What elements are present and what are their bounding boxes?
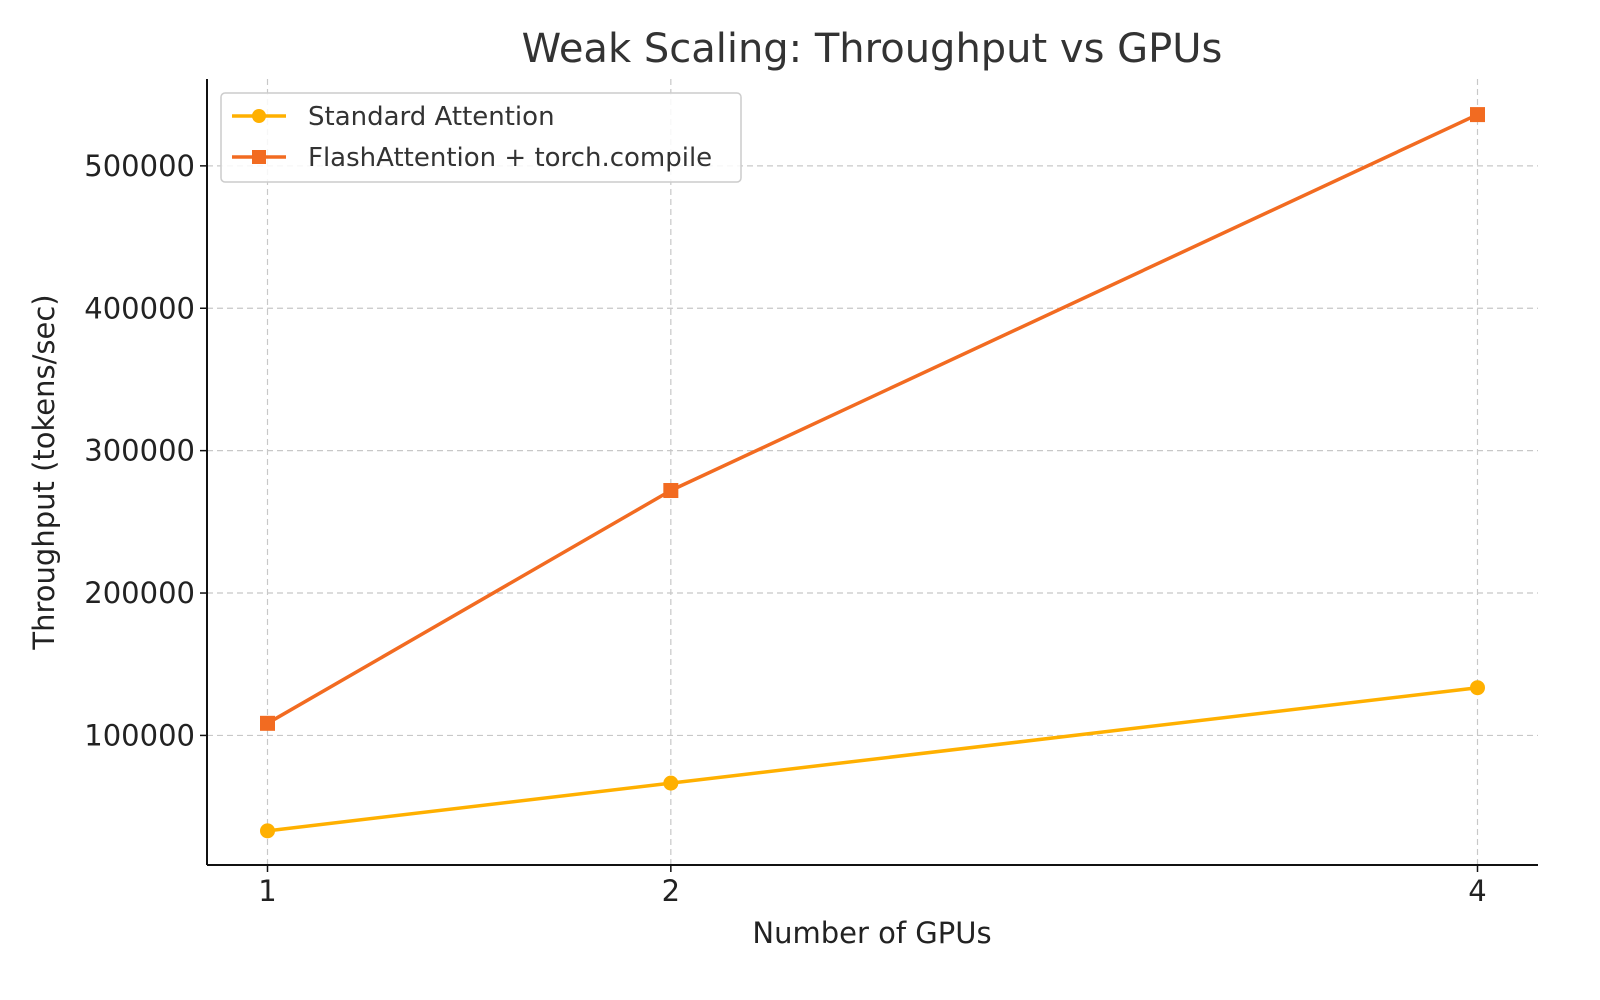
legend-label: Standard Attention (308, 102, 555, 132)
legend-box (220, 92, 742, 183)
data-point-circle (260, 823, 275, 839)
x-tick-label: 4 (1468, 874, 1486, 908)
axes (206, 79, 1538, 866)
data-point-square (663, 483, 679, 499)
data-point-circle (663, 775, 679, 791)
series-line-1 (267, 685, 1478, 833)
x-axis-label: Number of GPUs (752, 916, 991, 950)
x-tick-label: 2 (662, 874, 680, 908)
x-tick-label: 1 (258, 874, 276, 908)
data-point-circle (1470, 680, 1485, 696)
series-layer (260, 107, 1485, 839)
data-point-square (260, 715, 275, 731)
y-tick-label: 300000 (84, 434, 195, 468)
data-point-square (1470, 107, 1485, 123)
tick-labels: 1 2 4 100000 200000 300000 400000 500000 (84, 149, 1486, 908)
legend-marker-square (252, 150, 266, 164)
y-tick-label: 100000 (84, 718, 195, 752)
grid-lines (207, 79, 1538, 865)
y-axis-label: Throughput (tokens/sec) (27, 294, 61, 650)
y-tick-label: 200000 (84, 576, 195, 610)
legend-label: FlashAttention + torch.compile (308, 143, 712, 173)
y-tick-label: 500000 (84, 149, 195, 183)
chart-title: Weak Scaling: Throughput vs GPUs (522, 26, 1223, 72)
y-tick-label: 400000 (84, 291, 195, 325)
series-line-2 (266, 113, 1479, 725)
legend-marker-circle (252, 109, 266, 123)
legend: Standard Attention FlashAttention + torch… (220, 92, 742, 183)
